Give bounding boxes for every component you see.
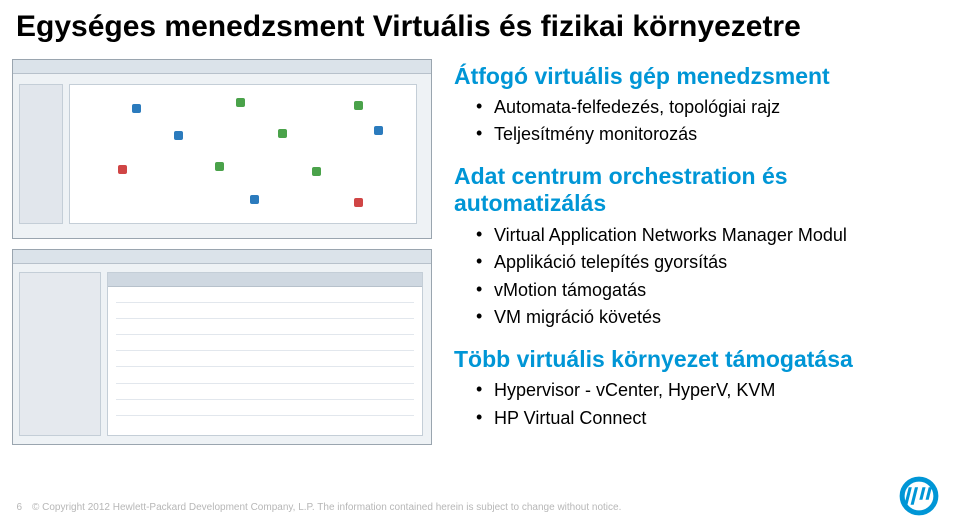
section-3-list: Hypervisor - vCenter, HyperV, KVM HP Vir…	[454, 377, 931, 432]
list-item: VM migráció követés	[474, 304, 931, 331]
section-1-heading: Átfogó virtuális gép menedzsment	[454, 63, 931, 91]
list-item: Hypervisor - vCenter, HyperV, KVM	[474, 377, 931, 404]
hp-logo	[899, 476, 939, 519]
screenshot-column	[12, 59, 432, 445]
copyright-text: © Copyright 2012 Hewlett-Packard Develop…	[32, 502, 621, 513]
text-column: Átfogó virtuális gép menedzsment Automat…	[454, 59, 931, 447]
footer: 6 © Copyright 2012 Hewlett-Packard Devel…	[0, 502, 959, 513]
list-item: Virtual Application Networks Manager Mod…	[474, 222, 931, 249]
list-item: Teljesítmény monitorozás	[474, 121, 931, 148]
hp-logo-icon	[899, 476, 939, 516]
screenshot-console	[12, 249, 432, 445]
section-2-list: Virtual Application Networks Manager Mod…	[454, 222, 931, 332]
page-title: Egységes menedzsment Virtuális és fizika…	[16, 10, 931, 45]
list-item: HP Virtual Connect	[474, 405, 931, 432]
page-number: 6	[4, 502, 22, 513]
section-2-heading: Adat centrum orchestration és automatizá…	[454, 163, 931, 218]
section-3-heading: Több virtuális környezet támogatása	[454, 346, 931, 374]
list-item: vMotion támogatás	[474, 277, 931, 304]
list-item: Automata-felfedezés, topológiai rajz	[474, 94, 931, 121]
list-item: Applikáció telepítés gyorsítás	[474, 249, 931, 276]
screenshot-topology	[12, 59, 432, 239]
section-1-list: Automata-felfedezés, topológiai rajz Tel…	[454, 94, 931, 149]
topology-canvas	[69, 84, 417, 224]
